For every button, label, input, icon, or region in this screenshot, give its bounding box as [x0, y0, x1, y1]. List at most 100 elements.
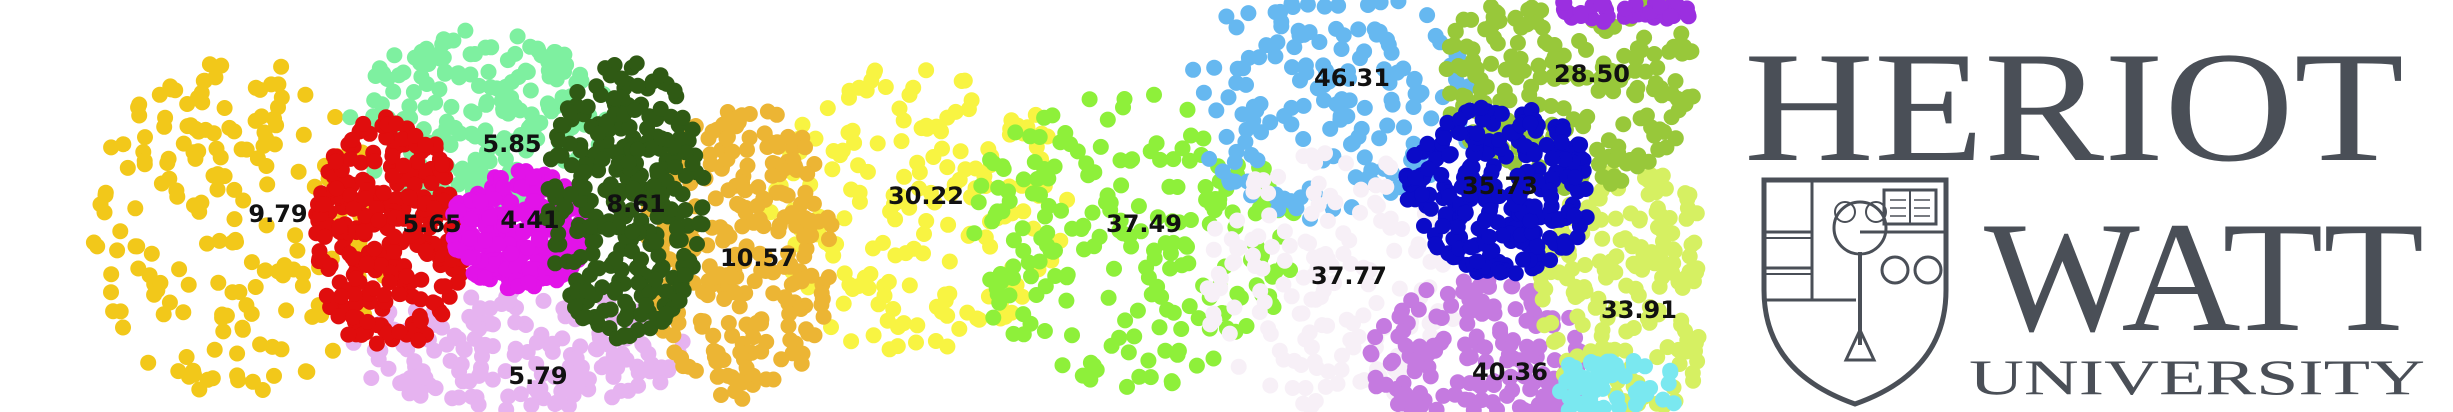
- scatter-dot: [364, 280, 381, 297]
- scatter-dot: [1608, 248, 1625, 265]
- scatter-dot: [1080, 167, 1097, 184]
- scatter-dot: [1408, 242, 1425, 259]
- scatter-dot: [180, 276, 197, 293]
- scatter-dot: [1616, 0, 1633, 17]
- scatter-dot: [450, 389, 467, 406]
- scatter-dot: [612, 382, 629, 399]
- scatter-dot: [544, 209, 561, 226]
- scatter-dot: [671, 292, 688, 309]
- scatter-dot: [1468, 60, 1485, 77]
- scatter-dot: [666, 82, 683, 99]
- scatter-dot: [658, 305, 675, 322]
- scatter-dot: [1205, 241, 1222, 258]
- scatter-dot: [793, 355, 810, 372]
- scatter-dot: [771, 217, 788, 234]
- scatter-dot: [557, 199, 574, 216]
- scatter-dot: [1352, 204, 1368, 221]
- scatter-dot: [1152, 151, 1169, 168]
- scatter-dot: [1352, 373, 1369, 390]
- scatter-dots: [85, 0, 1707, 412]
- scatter-dot: [1082, 354, 1099, 371]
- scatter-dot: [1376, 318, 1392, 334]
- scatter-dot: [1297, 380, 1314, 396]
- scatter-dot: [581, 266, 598, 283]
- scatter-dot: [724, 143, 741, 160]
- scatter-dot: [373, 96, 390, 113]
- scatter-dot: [1523, 78, 1540, 95]
- scatter-dot: [1119, 378, 1135, 395]
- scatter-dot: [1146, 86, 1162, 103]
- scatter-dot: [646, 177, 662, 194]
- scatter-dot: [477, 122, 494, 139]
- scatter-dot: [1587, 299, 1604, 316]
- scatter-dot: [391, 323, 408, 340]
- scatter-dot: [1477, 339, 1494, 356]
- scatter-dot: [611, 186, 627, 203]
- scatter-dot: [776, 185, 792, 202]
- scatter-dot: [652, 100, 669, 117]
- scatter-dot: [478, 94, 495, 110]
- crest-icon: [1761, 177, 1949, 407]
- scatter-dot: [1326, 275, 1342, 292]
- scatter-dot: [1399, 191, 1416, 208]
- scatter-dot: [1015, 306, 1032, 323]
- scatter-dot: [709, 368, 726, 385]
- scatter-dot: [367, 68, 384, 84]
- heriot-watt-logo: HERIOT WATT UNIVERS: [1744, 20, 2425, 407]
- scatter-dot: [1310, 175, 1327, 192]
- scatter-dot: [668, 220, 685, 237]
- scatter-dot: [798, 240, 815, 257]
- scatter-dot: [89, 238, 106, 255]
- scatter-dot: [613, 261, 630, 278]
- scatter-dot: [1084, 204, 1101, 221]
- scatter-dot: [1422, 368, 1439, 385]
- scatter-dot: [379, 325, 396, 342]
- scatter-dot: [1293, 357, 1310, 373]
- scatter-dot: [438, 113, 455, 130]
- scatter-dot: [234, 321, 251, 338]
- scatter-dot: [1419, 135, 1436, 152]
- scatter-dot: [1262, 114, 1279, 131]
- scatter-dot: [1335, 225, 1352, 242]
- scatter-dot: [485, 256, 501, 273]
- scatter-dot: [1303, 147, 1320, 164]
- scatter-dot: [1478, 78, 1495, 95]
- scatter-dot: [970, 194, 987, 211]
- scatter-dot: [799, 165, 816, 182]
- scatter-dot: [1667, 130, 1684, 147]
- scatter-dot: [1053, 202, 1069, 219]
- scatter-dot: [1606, 168, 1623, 185]
- scatter-dot: [1439, 114, 1456, 131]
- scatter-dot: [1519, 285, 1536, 302]
- scatter-dot: [1649, 349, 1666, 366]
- scatter-dot: [614, 345, 631, 362]
- scatter-dot: [509, 28, 526, 45]
- scatter-dot: [1427, 236, 1444, 253]
- scatter-dot: [112, 303, 129, 320]
- scatter-dot: [1054, 357, 1071, 374]
- scatter-dot: [739, 157, 756, 174]
- scatter-dot: [115, 319, 131, 336]
- scatter-dot: [877, 79, 894, 95]
- scatter-dot: [1507, 265, 1524, 282]
- scatter-dot: [1418, 282, 1435, 299]
- scatter-dot: [1526, 146, 1543, 163]
- scatter-dot: [966, 225, 983, 242]
- scatter-dot: [1113, 177, 1130, 194]
- scatter-dot: [353, 326, 370, 343]
- scatter-dot: [1149, 278, 1166, 295]
- scatter-dot: [1229, 212, 1246, 229]
- scatter-dot: [380, 360, 397, 377]
- scatter-dot: [1115, 99, 1131, 116]
- scatter-dot: [879, 312, 896, 329]
- scatter-dot: [1376, 61, 1393, 78]
- scatter-dot: [727, 246, 744, 263]
- scatter-dot: [273, 58, 290, 75]
- scatter-dot: [206, 341, 223, 358]
- scatter-dot: [1199, 280, 1216, 297]
- scatter-dot: [346, 286, 363, 302]
- scatter-dot: [701, 258, 718, 275]
- scatter-dot: [821, 231, 837, 248]
- scatter-dot: [1447, 22, 1464, 39]
- scatter-dot: [345, 200, 362, 217]
